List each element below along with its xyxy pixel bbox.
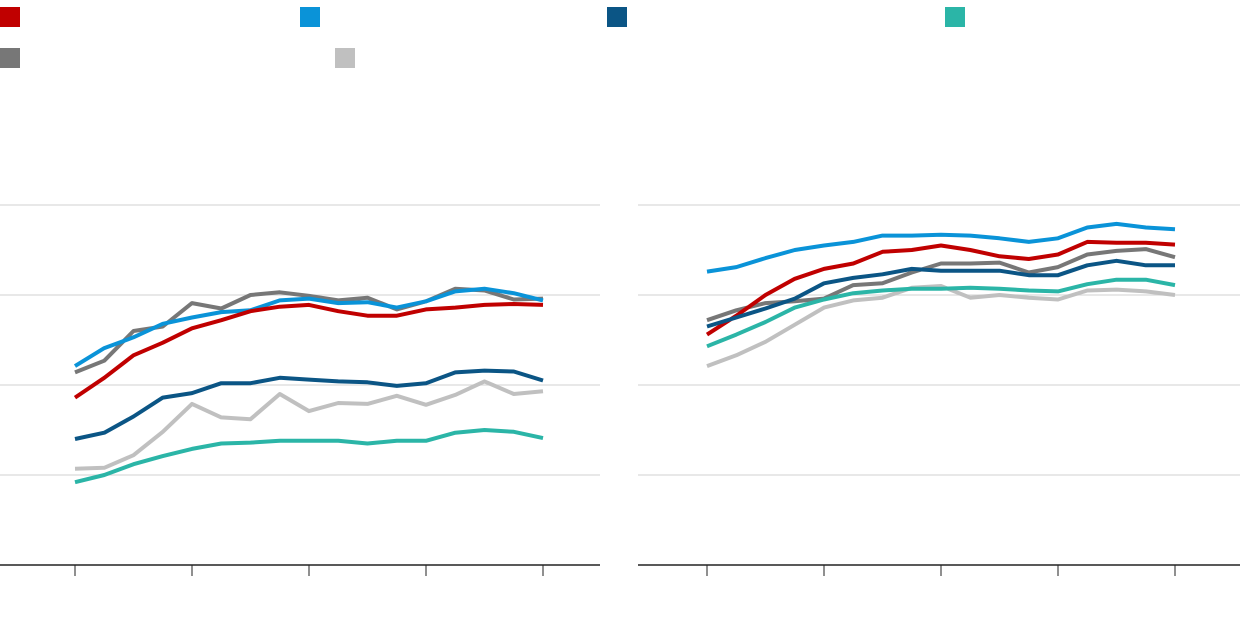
legend-item [0, 7, 28, 27]
legend-item [300, 7, 328, 27]
series-line-light-gray [706, 284, 1176, 368]
series-line-dark-blue [706, 258, 1175, 329]
series-line-light-gray [74, 379, 544, 471]
legend-item [335, 48, 363, 68]
legend-swatch-dark-gray [0, 48, 20, 68]
legend-item [945, 7, 973, 27]
legend-swatch-light-gray [335, 48, 355, 68]
series-line-light-blue [706, 221, 1176, 274]
legend-item [0, 48, 28, 68]
series-line-teal [706, 277, 1176, 349]
series-line-red [73, 302, 544, 400]
legend [0, 0, 1240, 80]
legend-swatch-red [0, 7, 20, 27]
legend-item [607, 7, 635, 27]
series-line-teal [74, 428, 544, 485]
legend-swatch-teal [945, 7, 965, 27]
series-line-light-blue [73, 286, 544, 368]
series-line-red [705, 239, 1176, 337]
legend-swatch-dark-blue [607, 7, 627, 27]
legend-swatch-light-blue [300, 7, 320, 27]
series-line-dark-blue [74, 368, 544, 441]
